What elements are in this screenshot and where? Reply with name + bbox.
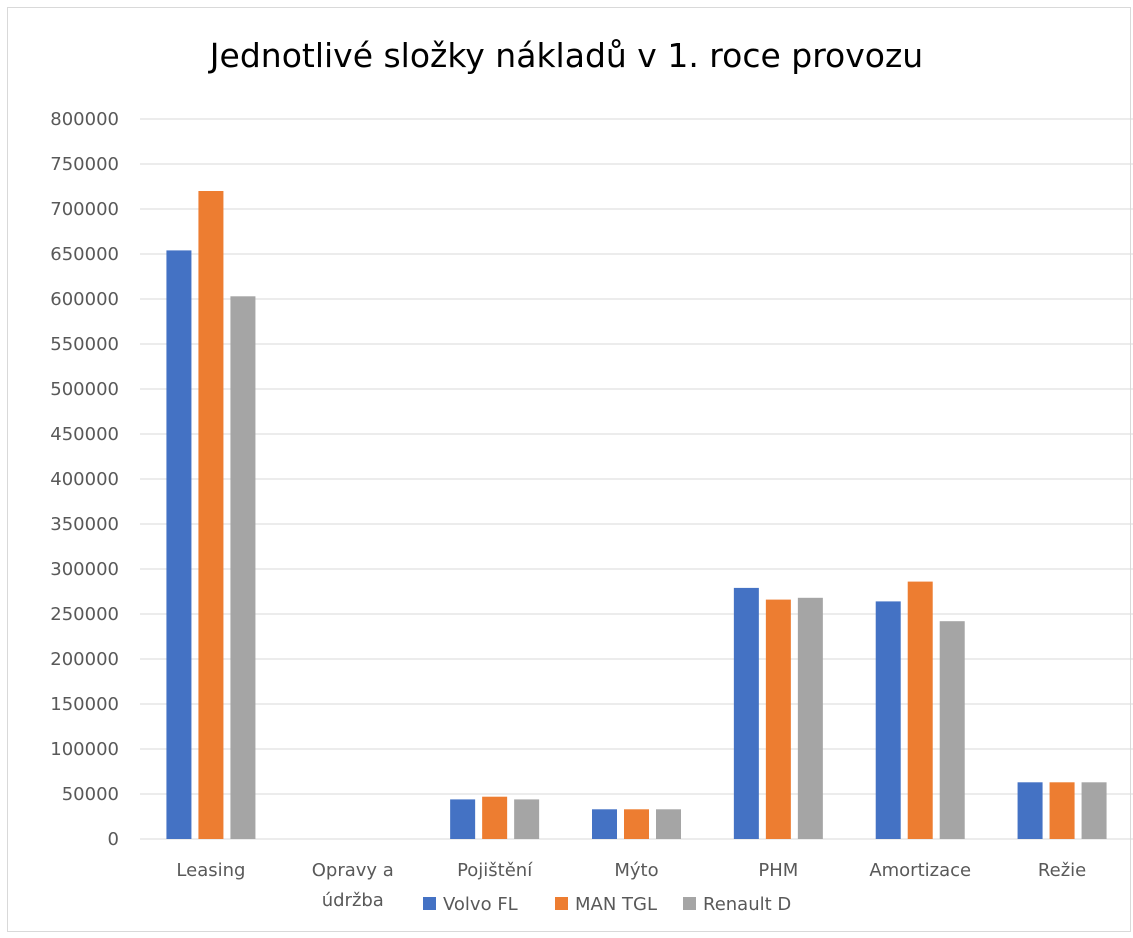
legend-label: Volvo FL <box>443 894 518 915</box>
legend-swatch <box>555 897 568 910</box>
y-tick-label: 200000 <box>50 649 119 670</box>
bar <box>939 621 965 839</box>
bar <box>482 796 508 839</box>
bar <box>450 799 476 839</box>
y-tick-label: 550000 <box>50 334 119 355</box>
y-tick-label: 300000 <box>50 559 119 580</box>
bar <box>907 581 933 839</box>
bar <box>198 191 224 839</box>
y-tick-label: 150000 <box>50 694 119 715</box>
bar <box>1049 782 1075 839</box>
bar <box>733 587 759 839</box>
y-tick-label: 250000 <box>50 604 119 625</box>
x-tick-label: údržba <box>322 890 384 911</box>
chart-title: Jednotlivé složky nákladů v 1. roce prov… <box>209 36 924 75</box>
bar <box>166 250 192 839</box>
x-tick-label: PHM <box>758 860 798 881</box>
y-tick-label: 0 <box>108 829 119 850</box>
bar <box>1017 782 1043 839</box>
x-tick-label: Leasing <box>176 860 245 881</box>
y-tick-label: 700000 <box>50 199 119 220</box>
x-tick-label: Pojištění <box>457 860 533 881</box>
y-tick-label: 600000 <box>50 289 119 310</box>
bar <box>797 597 823 839</box>
x-tick-label: Režie <box>1038 860 1086 881</box>
y-tick-label: 50000 <box>62 784 119 805</box>
legend-swatch <box>423 897 436 910</box>
x-tick-label: Mýto <box>614 860 658 881</box>
legend-swatch <box>683 897 696 910</box>
x-tick-label: Opravy a <box>312 860 394 881</box>
bar <box>592 809 617 839</box>
bar <box>875 601 901 839</box>
y-tick-label: 650000 <box>50 244 119 265</box>
y-tick-label: 800000 <box>50 109 119 130</box>
bar <box>1081 782 1107 839</box>
y-tick-label: 450000 <box>50 424 119 445</box>
bar <box>765 599 791 839</box>
y-tick-label: 400000 <box>50 469 119 490</box>
legend-label: MAN TGL <box>575 894 657 915</box>
bar <box>230 296 256 839</box>
legend-label: Renault D <box>703 894 791 915</box>
y-tick-label: 100000 <box>50 739 119 760</box>
y-tick-label: 500000 <box>50 379 119 400</box>
bar <box>656 809 681 839</box>
y-tick-label: 350000 <box>50 514 119 535</box>
x-tick-label: Amortizace <box>869 860 971 881</box>
bar <box>514 799 540 839</box>
bar <box>624 809 649 839</box>
y-tick-label: 750000 <box>50 154 119 175</box>
